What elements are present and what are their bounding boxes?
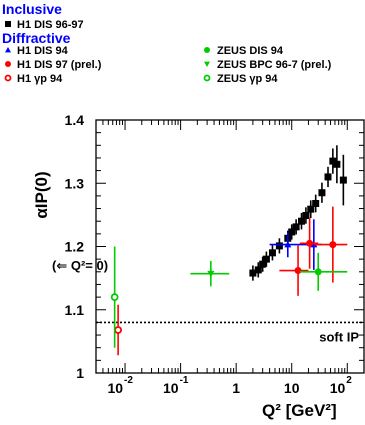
x-tick-label-base: 10 — [107, 380, 123, 396]
legend-marker — [204, 47, 210, 53]
legend-label: H1 DIS 97 (prel.) — [17, 59, 102, 71]
point-marker — [302, 212, 310, 220]
point-marker — [312, 199, 320, 207]
legend-label: ZEUS DIS 94 — [217, 45, 284, 57]
x-tick-label-base: 10 — [330, 380, 346, 396]
point-marker — [114, 326, 123, 334]
y-tick-label: 1 — [76, 365, 84, 381]
data-point — [275, 238, 283, 254]
data-point — [262, 251, 270, 267]
point-marker — [268, 249, 276, 257]
y-axis-label: αIP(0) — [32, 171, 51, 218]
x-tick-label: 1 — [232, 380, 240, 396]
data-point — [313, 206, 348, 283]
point-marker — [207, 270, 215, 278]
point-marker — [284, 241, 292, 248]
q2-zero-annotation: (⇐ Q²= 0) — [52, 258, 108, 273]
data-point — [307, 200, 315, 219]
point-marker — [292, 223, 300, 231]
legend-marker — [203, 74, 211, 82]
data-point — [299, 252, 348, 291]
y-tick-label: 1.4 — [65, 112, 85, 128]
point-marker — [262, 255, 270, 263]
legend-marker — [5, 61, 11, 67]
series — [279, 206, 348, 296]
data-point — [302, 207, 310, 224]
x-tick-label: 10 -2 — [107, 375, 133, 396]
data-point — [259, 256, 267, 272]
point-marker — [288, 228, 296, 236]
point-marker — [324, 173, 332, 181]
x-tick-label-base: 10 — [163, 380, 179, 396]
x-tick-label-exponent: -2 — [124, 375, 133, 386]
point-marker — [329, 157, 337, 165]
data-point — [279, 245, 309, 296]
data-point — [269, 231, 298, 258]
data-point — [324, 166, 332, 188]
legend-marker — [4, 74, 12, 82]
legend-marker — [5, 21, 11, 27]
point-marker — [110, 293, 119, 302]
legend-label: H1 DIS 94 — [17, 45, 69, 57]
point-marker — [294, 267, 302, 275]
legend-header-inclusive: Inclusive — [2, 1, 62, 17]
data-point — [254, 262, 262, 278]
point-marker — [306, 239, 314, 247]
legend-header-diffractive: Diffractive — [2, 30, 71, 46]
x-tick-label: 10 — [284, 380, 300, 396]
point-marker — [318, 189, 326, 197]
legend-marker — [5, 47, 11, 53]
legend-label: H1 DIS 96-97 — [17, 19, 84, 31]
legend-marker — [204, 61, 210, 67]
x-tick-label-exponent: -1 — [180, 375, 189, 386]
series — [110, 246, 119, 348]
data-point — [333, 145, 341, 184]
data-point — [339, 154, 347, 206]
data-point — [288, 224, 296, 240]
point-marker — [298, 217, 306, 225]
legend-label: ZEUS γp 94 — [217, 73, 278, 85]
series — [299, 252, 348, 291]
series — [114, 304, 123, 356]
point-marker — [275, 242, 283, 250]
point-marker — [249, 269, 257, 277]
x-tick-label-base: 1 — [232, 380, 240, 396]
data-marks — [110, 145, 348, 356]
data-point — [299, 218, 319, 269]
x-tick-label-base: 10 — [284, 380, 300, 396]
data-point — [312, 194, 320, 213]
legend-label: ZEUS BPC 96-7 (prel.) — [217, 59, 332, 71]
series — [190, 261, 230, 287]
data-point — [298, 212, 306, 230]
x-axis-label: Q² [GeV²] — [262, 401, 337, 420]
x-tick-label: 10 2 — [330, 375, 353, 396]
data-point — [318, 182, 326, 203]
legend-label: H1 γp 94 — [17, 73, 63, 85]
point-marker — [254, 266, 262, 274]
data-point — [190, 261, 230, 287]
point-marker — [307, 205, 315, 213]
soft-pomeron-label: soft IP — [319, 329, 359, 344]
y-tick-label: 1.1 — [65, 302, 85, 318]
x-tick-label: 10 -1 — [163, 375, 189, 396]
data-point — [110, 246, 119, 348]
point-marker — [259, 260, 267, 268]
x-tick-label-exponent: 2 — [346, 375, 352, 386]
point-marker — [314, 268, 322, 276]
point-marker — [333, 160, 341, 168]
y-tick-label: 1.3 — [65, 175, 85, 191]
data-point — [268, 245, 276, 261]
data-point — [114, 304, 123, 356]
axes — [95, 119, 365, 374]
point-marker — [329, 241, 337, 249]
point-marker — [339, 176, 347, 184]
data-point — [292, 219, 300, 235]
y-tick-label: 1.2 — [65, 239, 85, 255]
